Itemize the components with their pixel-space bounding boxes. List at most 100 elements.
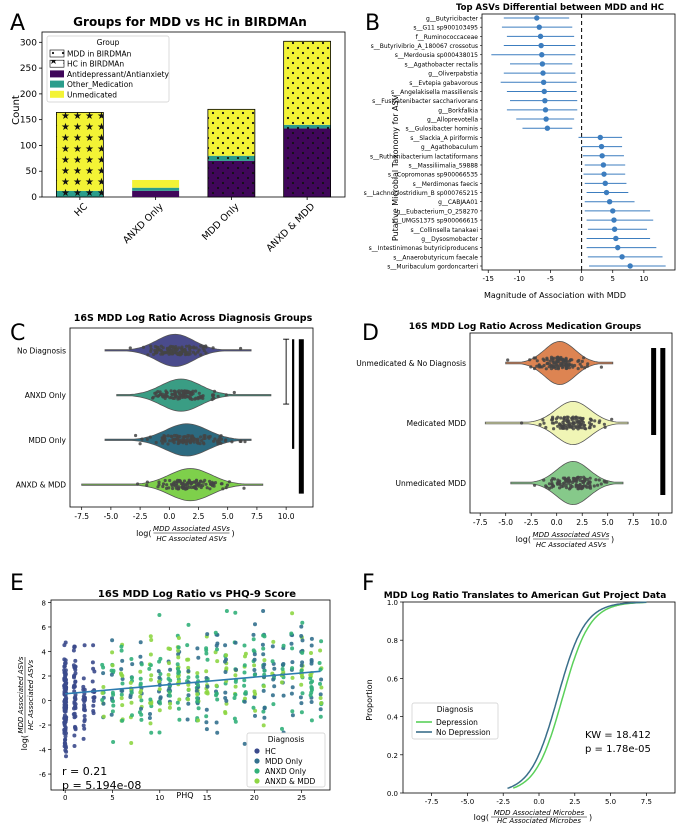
panel-c-data-point bbox=[183, 389, 187, 393]
panel-e-data-point bbox=[214, 683, 219, 688]
panel-e-data-point bbox=[224, 698, 229, 703]
panel-c-data-point bbox=[192, 346, 196, 350]
panel-e-data-point bbox=[300, 650, 305, 655]
panel-letter-e: E bbox=[10, 571, 24, 596]
panel-e-axes-frame bbox=[50, 599, 331, 791]
panel-e-data-point bbox=[253, 708, 258, 713]
panel-c-data-point bbox=[157, 480, 161, 484]
panel-e-data-point bbox=[119, 692, 124, 697]
panel-e-data-point bbox=[63, 682, 67, 687]
panel-c-data-point bbox=[157, 483, 161, 487]
panel-e-xtick-label: 10 bbox=[155, 794, 164, 802]
panel-b-taxon-label: s__Ruthenibacterium lactatiformans bbox=[370, 153, 478, 160]
panel-c-data-point bbox=[219, 434, 223, 438]
panel-e-data-point bbox=[111, 703, 116, 708]
panel-b-title: Top ASVs Differential between MDD and HC bbox=[456, 3, 664, 13]
panel-e-data-point bbox=[119, 648, 124, 653]
panel-c-data-point bbox=[219, 437, 223, 441]
panel-e-data-point bbox=[289, 691, 294, 696]
panel-c-data-point bbox=[186, 351, 190, 355]
panel-e-data-point bbox=[64, 754, 68, 759]
panel-d-data-point bbox=[567, 423, 572, 427]
panel-e-data-point bbox=[299, 682, 304, 687]
panel-c-data-point bbox=[166, 434, 170, 438]
panel-d-data-point bbox=[568, 479, 572, 484]
panel-e-data-point bbox=[298, 695, 303, 700]
panel-e-data-point bbox=[63, 717, 68, 722]
panel-b-taxon-label: s__Copromonas sp900066535 bbox=[388, 172, 478, 179]
panel-e-data-point bbox=[318, 696, 323, 700]
panel-d-xlabel-close: ) bbox=[611, 535, 614, 544]
panel-e-data-point bbox=[204, 720, 209, 725]
panel-d-data-point bbox=[593, 419, 597, 423]
panel-c-data-point bbox=[232, 390, 236, 395]
panel-c-data-point bbox=[191, 350, 195, 354]
panel-c-xtick-label: 0.0 bbox=[163, 512, 175, 521]
panel-e-data-point bbox=[309, 700, 314, 704]
panel-e-data-point bbox=[109, 712, 114, 717]
panel-e-stat-p: p = 5.194e-08 bbox=[62, 779, 141, 792]
panel-e-data-point bbox=[270, 644, 275, 649]
panel-c-data-point bbox=[219, 482, 223, 486]
panel-e-data-point bbox=[299, 634, 304, 638]
panel-c-data-point bbox=[188, 395, 192, 400]
panel-b-forest-plot: Top ASVs Differential between MDD and HC… bbox=[364, 3, 676, 300]
panel-e-data-point bbox=[176, 667, 180, 671]
panel-c-violin-body bbox=[116, 378, 272, 412]
panel-c-data-point bbox=[224, 393, 228, 397]
panel-e-data-point bbox=[148, 712, 152, 716]
panel-f-xtick-label: 7.5 bbox=[641, 798, 652, 806]
panel-e-data-point bbox=[176, 706, 181, 711]
panel-c-group-label: MDD Only bbox=[28, 436, 66, 445]
panel-e-data-point bbox=[300, 674, 304, 679]
panel-d-data-point bbox=[576, 477, 580, 481]
panel-a-category-label: HC bbox=[72, 201, 90, 219]
panel-c-data-point bbox=[191, 439, 195, 443]
panel-e-data-point bbox=[62, 699, 67, 704]
panel-d-data-point bbox=[552, 427, 556, 431]
panel-e-data-point bbox=[110, 663, 115, 668]
panel-e-data-point bbox=[186, 622, 191, 627]
panel-e-data-point bbox=[110, 709, 115, 714]
panel-b-xtick-label: 10 bbox=[639, 275, 648, 283]
panel-d-data-point bbox=[556, 366, 561, 370]
panel-e-data-point bbox=[186, 669, 191, 674]
panel-d-data-point bbox=[580, 426, 584, 430]
panel-e-data-point bbox=[299, 701, 304, 706]
panel-a-ylabel: Count bbox=[11, 95, 22, 125]
panel-e-stat-r: r = 0.21 bbox=[62, 765, 107, 778]
panel-c-data-point bbox=[199, 353, 203, 357]
panel-d-data-point bbox=[533, 356, 538, 360]
panel-e-data-point bbox=[157, 687, 162, 692]
panel-c-data-point bbox=[184, 344, 189, 348]
panel-e-data-point bbox=[167, 689, 172, 694]
panel-e-data-point bbox=[186, 665, 191, 670]
panel-e-data-point bbox=[148, 677, 153, 682]
panel-e-data-point bbox=[120, 658, 125, 663]
panel-c-data-point bbox=[178, 479, 182, 483]
panel-e-data-point bbox=[128, 695, 133, 700]
panel-e-ytick-label: 4 bbox=[42, 648, 47, 656]
panel-d-data-point bbox=[580, 418, 584, 422]
panel-c-data-point bbox=[204, 482, 208, 486]
panel-c-data-point bbox=[204, 351, 208, 355]
panel-e-data-point bbox=[234, 667, 238, 672]
panel-e-data-point bbox=[167, 705, 172, 710]
panel-c-data-point bbox=[168, 439, 172, 443]
panel-d-data-point bbox=[556, 424, 560, 428]
panel-c-data-point bbox=[195, 439, 199, 443]
panel-c-data-point bbox=[176, 436, 180, 440]
panel-c-data-point bbox=[178, 395, 182, 399]
panel-e-data-point bbox=[186, 701, 191, 706]
panel-e-data-point bbox=[224, 609, 229, 613]
panel-c-data-point bbox=[180, 345, 184, 349]
panel-c-data-point bbox=[210, 397, 214, 402]
panel-c-data-point bbox=[243, 440, 247, 444]
panel-e-ytick-label: 0 bbox=[42, 698, 46, 706]
panel-e-data-point bbox=[204, 669, 209, 674]
panel-a-ytick-label: 200 bbox=[20, 90, 37, 100]
panel-letter-d: D bbox=[362, 321, 379, 346]
panel-d-data-point bbox=[583, 426, 587, 430]
panel-d-data-point bbox=[578, 478, 583, 483]
panel-c-data-point bbox=[148, 435, 152, 439]
